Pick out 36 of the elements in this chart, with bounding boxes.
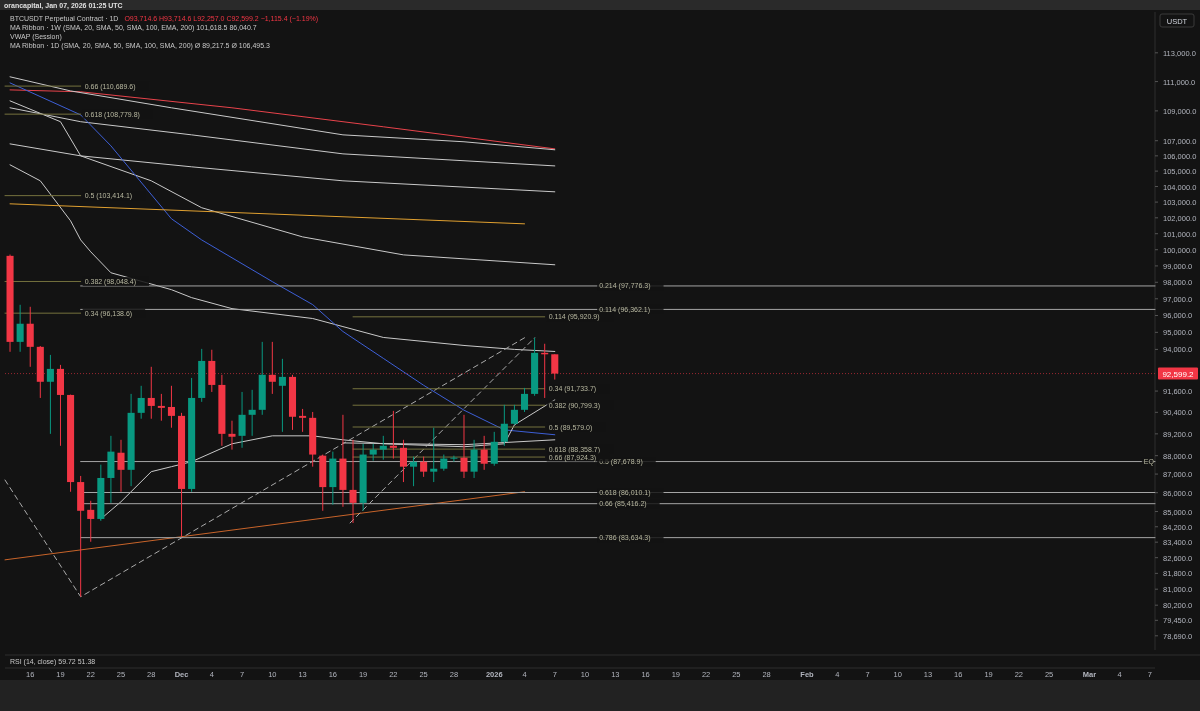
candlestick bbox=[238, 391, 246, 449]
candlestick bbox=[430, 427, 438, 483]
candlestick bbox=[399, 439, 407, 483]
candlestick bbox=[480, 435, 488, 471]
candlestick bbox=[490, 431, 498, 467]
candlestick bbox=[157, 393, 165, 422]
candlestick bbox=[137, 385, 145, 420]
candlestick bbox=[420, 456, 428, 478]
ref-line-label: 92,599.2 bbox=[1162, 369, 1195, 379]
candlestick bbox=[26, 306, 34, 368]
candlestick bbox=[551, 353, 559, 381]
candlestick bbox=[248, 389, 256, 437]
candlestick bbox=[389, 410, 397, 460]
candlestick bbox=[208, 349, 216, 393]
candlestick bbox=[460, 414, 468, 479]
candlestick bbox=[470, 439, 478, 479]
candlestick bbox=[520, 387, 529, 413]
line-series bbox=[9, 100, 556, 266]
candlestick bbox=[379, 435, 387, 461]
candlestick bbox=[500, 404, 508, 447]
candlestick bbox=[147, 366, 155, 420]
candlestick bbox=[87, 500, 95, 543]
candlestick bbox=[410, 456, 418, 487]
candlestick bbox=[450, 455, 458, 463]
line-series bbox=[9, 89, 556, 150]
candlestick bbox=[46, 354, 54, 435]
candlestick bbox=[117, 439, 125, 493]
line-series bbox=[9, 76, 556, 151]
candlestick bbox=[349, 439, 357, 524]
candlestick bbox=[228, 420, 236, 451]
candlestick bbox=[510, 404, 518, 426]
candlestick bbox=[278, 358, 286, 433]
candlestick bbox=[299, 408, 307, 433]
candlestick bbox=[16, 304, 24, 353]
candlestick bbox=[167, 385, 175, 429]
candlestick bbox=[268, 341, 276, 395]
